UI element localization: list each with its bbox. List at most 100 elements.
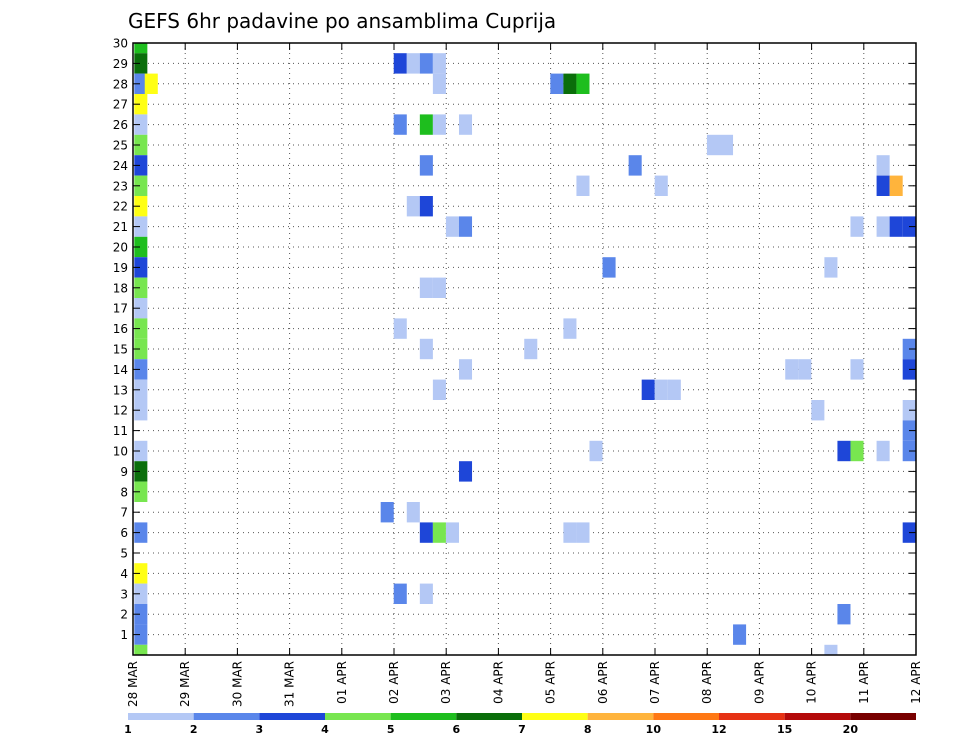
precip-cell	[432, 114, 446, 135]
y-tick-label: 3	[120, 587, 128, 601]
precip-cell	[406, 502, 420, 523]
precip-cell	[134, 216, 148, 237]
precip-cell	[134, 43, 148, 54]
chart-title: GEFS 6hr padavine po ansamblima Cuprija	[128, 9, 556, 33]
precip-cell	[134, 359, 148, 380]
precip-cell	[824, 644, 838, 655]
precip-cell	[419, 338, 433, 360]
precip-cell	[380, 502, 394, 523]
colorbar-label: 20	[843, 723, 859, 736]
precip-cell	[134, 583, 148, 604]
y-tick-label: 7	[120, 506, 128, 520]
y-tick-label: 15	[113, 343, 128, 357]
y-tick-label: 8	[120, 485, 128, 499]
precip-cell	[458, 461, 473, 482]
precip-cell	[550, 73, 564, 94]
precip-cell	[641, 379, 655, 400]
precip-cell	[134, 155, 148, 176]
precip-cell	[432, 53, 446, 74]
precip-cell	[134, 522, 148, 543]
y-tick-label: 30	[113, 37, 128, 51]
colorbar-label: 5	[387, 723, 395, 736]
precip-cell	[432, 73, 446, 94]
x-tick-label: 09 APR	[752, 661, 766, 704]
precip-cell	[134, 338, 148, 360]
precip-cell	[134, 298, 148, 319]
precip-cell	[458, 359, 473, 380]
colorbar-swatch	[193, 713, 260, 720]
precip-cell	[850, 359, 864, 380]
precip-cell	[667, 379, 681, 400]
precip-cell	[785, 359, 799, 380]
y-tick-label: 28	[113, 77, 128, 91]
colorbar-swatch	[587, 713, 654, 720]
y-tick-label: 21	[113, 220, 128, 234]
y-tick-label: 4	[120, 567, 128, 581]
precip-cell	[458, 114, 473, 135]
y-tick-label: 13	[113, 383, 128, 397]
precip-cell	[393, 114, 407, 135]
precip-cell	[445, 522, 459, 543]
x-tick-label: 01 APR	[335, 661, 349, 704]
y-tick-label: 10	[113, 445, 128, 459]
colorbar-label: 7	[518, 723, 526, 736]
precip-cell	[445, 216, 459, 237]
precip-cell	[576, 175, 590, 196]
precip-cell	[628, 155, 642, 176]
precip-cell	[134, 196, 148, 217]
colorbar-swatch	[128, 713, 194, 720]
precip-cell	[576, 73, 590, 94]
y-tick-label: 24	[113, 159, 128, 173]
precip-cell	[419, 114, 433, 135]
y-tick-label: 9	[120, 465, 128, 479]
colorbar-swatch	[259, 713, 325, 720]
colorbar-swatch	[653, 713, 719, 720]
precip-cell	[134, 563, 148, 584]
y-tick-label: 6	[120, 526, 128, 540]
precip-cell	[602, 257, 616, 278]
x-tick-label: 29 MAR	[178, 661, 192, 707]
y-tick-label: 12	[113, 404, 128, 418]
precip-cell	[393, 318, 407, 339]
y-tick-label: 29	[113, 57, 128, 71]
colorbar-swatch	[784, 713, 851, 720]
y-tick-label: 16	[113, 322, 128, 336]
x-tick-label: 06 APR	[596, 661, 610, 704]
precip-cell	[798, 359, 812, 380]
y-tick-label: 19	[113, 261, 128, 275]
colorbar-label: 4	[321, 723, 329, 736]
precip-cell	[134, 481, 148, 502]
x-tick-label: 11 APR	[857, 661, 871, 704]
x-tick-label: 31 MAR	[283, 661, 297, 707]
precip-cell	[432, 277, 446, 298]
precip-cell	[576, 522, 590, 543]
precip-cell	[876, 155, 890, 176]
precip-cell	[419, 196, 433, 217]
x-tick-label: 12 APR	[909, 661, 923, 704]
precip-cell	[393, 53, 407, 74]
precip-cell	[134, 461, 148, 482]
y-axis-ticks: 1234567891011121314151617181920212223242…	[113, 37, 916, 642]
precip-cell	[706, 134, 720, 156]
precip-cell	[134, 73, 148, 94]
precip-cell	[419, 522, 433, 543]
precip-cell	[134, 644, 148, 655]
y-tick-label: 27	[113, 98, 128, 112]
precip-cell	[811, 400, 825, 421]
x-tick-label: 07 APR	[648, 661, 662, 704]
precip-cell	[432, 522, 446, 543]
colorbar-swatch	[390, 713, 457, 720]
y-tick-label: 23	[113, 179, 128, 193]
x-tick-label: 28 MAR	[126, 661, 140, 707]
colorbar-swatch	[456, 713, 522, 720]
precip-cell	[654, 175, 668, 196]
precip-cell	[458, 216, 473, 237]
y-tick-label: 22	[113, 200, 128, 214]
precip-cell	[134, 53, 148, 74]
precip-cell	[563, 522, 577, 543]
colorbar-label: 1	[124, 723, 132, 736]
precip-cell	[733, 624, 747, 645]
colorbar-label: 10	[646, 723, 662, 736]
colorbar-swatch	[850, 713, 916, 720]
